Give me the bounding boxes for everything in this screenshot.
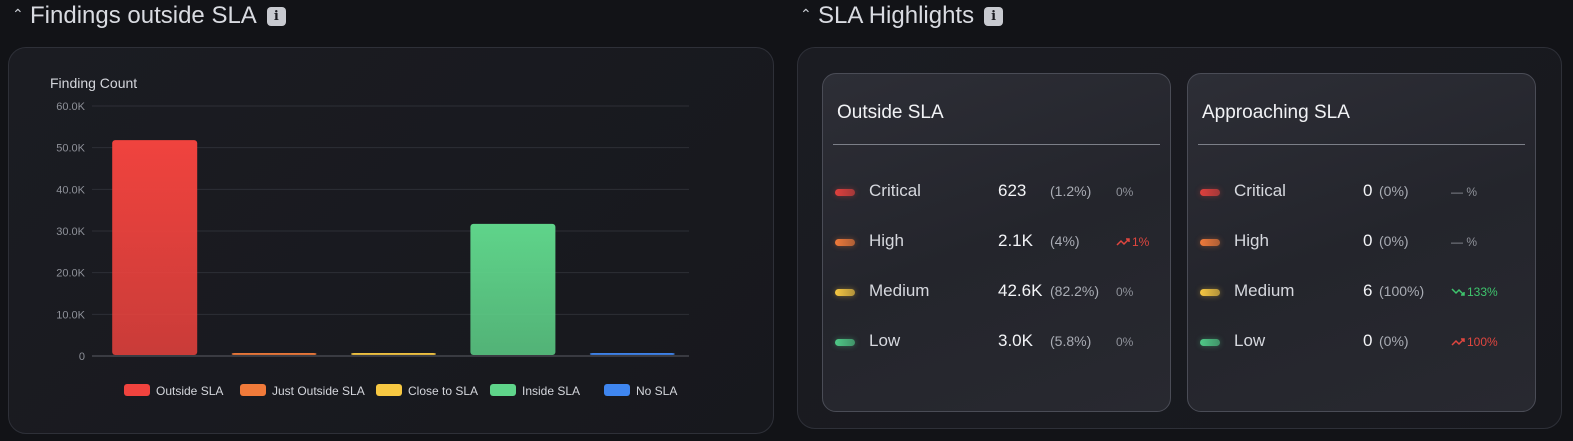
finding-percentage: (5.8%) (1050, 333, 1092, 349)
severity-row-low[interactable]: Low 3.0K (5.8%) 0% (823, 331, 1170, 355)
trend-up-icon (1116, 238, 1130, 246)
finding-count: 0 (1363, 331, 1373, 350)
severity-indicator (1200, 339, 1220, 346)
trend-value: 0% (1116, 335, 1134, 349)
severity-indicator (835, 239, 855, 246)
severity-label: High (1234, 231, 1269, 250)
legend-swatch (376, 384, 402, 396)
trend-value: — % (1451, 185, 1478, 199)
bar-just-outside-sla[interactable] (231, 353, 317, 355)
sla-highlights-panel: Outside SLA Critical 623 (1.2%) 0% High 2.1K (4… (797, 47, 1562, 429)
bar-close-to-sla[interactable] (351, 353, 436, 355)
severity-indicator (835, 289, 855, 296)
severity-row-high[interactable]: High 2.1K (4%) 1% (823, 231, 1170, 255)
y-tick-label: 50.0K (56, 143, 85, 155)
severity-label: Medium (869, 281, 930, 300)
findings-chart-panel: Finding Count 0 10.0K 20.0K 30.0K 40.0K 50.0K… (8, 47, 774, 434)
trend-indicator: 0% (1116, 335, 1133, 349)
findings-bar-chart: Finding Count 0 10.0K 20.0K 30.0K 40.0K 50.0K… (50, 75, 689, 398)
finding-count: 0 (1363, 231, 1373, 250)
finding-percentage: (4%) (1050, 233, 1080, 249)
y-tick-label: 40.0K (56, 184, 85, 196)
info-icon[interactable]: i (266, 6, 286, 26)
finding-percentage: (0%) (1379, 183, 1409, 199)
sla-card-approaching-sla: Approaching SLA Critical 0 (0%) — % High 0 (0%)… (1187, 73, 1536, 412)
trend-indicator: 0% (1116, 185, 1133, 199)
legend-label[interactable]: Inside SLA (522, 384, 580, 398)
severity-row-low[interactable]: Low 0 (0%) 100% (1188, 331, 1535, 355)
severity-label: Low (869, 331, 901, 350)
info-icon[interactable]: i (984, 6, 1004, 26)
finding-count: 3.0K (998, 331, 1033, 350)
trend-indicator: 100% (1451, 335, 1498, 349)
finding-percentage: (0%) (1379, 233, 1409, 249)
trend-down-icon (1451, 288, 1465, 296)
legend-swatch (124, 384, 150, 396)
legend-swatch (490, 384, 516, 396)
section-title: SLA Highlights (818, 2, 975, 29)
bar-outside-sla[interactable] (112, 140, 198, 355)
y-tick-label: 20.0K (56, 268, 85, 280)
severity-indicator (835, 189, 855, 196)
finding-count: 6 (1363, 281, 1373, 300)
severity-row-critical[interactable]: Critical 623 (1.2%) 0% (823, 181, 1170, 205)
severity-label: Critical (869, 181, 921, 200)
y-tick-label: 30.0K (56, 226, 85, 238)
section-title: Findings outside SLA (30, 2, 257, 29)
finding-count: 42.6K (998, 281, 1043, 300)
legend-label[interactable]: Close to SLA (408, 384, 478, 398)
severity-indicator (1200, 289, 1220, 296)
trend-value: 0% (1116, 285, 1134, 299)
severity-row-medium[interactable]: Medium 6 (100%) 133% (1188, 281, 1535, 305)
finding-count: 0 (1363, 181, 1373, 200)
severity-row-critical[interactable]: Critical 0 (0%) — % (1188, 181, 1535, 205)
card-title: Approaching SLA (1202, 102, 1350, 123)
trend-value: 0% (1116, 185, 1134, 199)
chevron-up-icon[interactable]: ⌃ (12, 5, 24, 22)
finding-percentage: (100%) (1379, 283, 1425, 299)
legend-label[interactable]: No SLA (636, 384, 677, 398)
trend-indicator: 133% (1451, 285, 1498, 299)
trend-value: 133% (1467, 285, 1498, 299)
trend-value: 100% (1467, 335, 1498, 349)
card-title: Outside SLA (837, 102, 944, 123)
severity-indicator (835, 339, 855, 346)
legend-swatch (604, 384, 630, 396)
severity-indicator (1200, 189, 1220, 196)
finding-percentage: (1.2%) (1050, 183, 1092, 199)
trend-value: 1% (1132, 235, 1150, 249)
chevron-up-icon[interactable]: ⌃ (800, 5, 812, 22)
y-axis-label: Finding Count (50, 75, 137, 91)
severity-indicator (1200, 239, 1220, 246)
sla-card-outside-sla: Outside SLA Critical 623 (1.2%) 0% High 2.1K (4… (822, 73, 1171, 412)
legend-label[interactable]: Just Outside SLA (272, 384, 365, 398)
finding-percentage: (0%) (1379, 333, 1409, 349)
bar-inside-sla[interactable] (470, 223, 556, 355)
finding-percentage: (82.2%) (1050, 283, 1100, 299)
severity-row-medium[interactable]: Medium 42.6K (82.2%) 0% (823, 281, 1170, 305)
trend-indicator: — % (1451, 235, 1477, 249)
severity-label: Medium (1234, 281, 1295, 300)
legend-label[interactable]: Outside SLA (156, 384, 223, 398)
severity-label: High (869, 231, 904, 250)
severity-label: Low (1234, 331, 1266, 350)
severity-row-high[interactable]: High 0 (0%) — % (1188, 231, 1535, 255)
finding-count: 2.1K (998, 231, 1033, 250)
sla-highlights-header[interactable]: ⌃ SLA Highlights i (800, 2, 1004, 30)
trend-indicator: 1% (1116, 235, 1149, 249)
y-tick-label: 0 (79, 351, 85, 363)
y-tick-label: 60.0K (56, 101, 85, 113)
findings-outside-sla-header[interactable]: ⌃ Findings outside SLA i (12, 2, 286, 30)
y-tick-label: 10.0K (56, 309, 85, 321)
bar-no-sla[interactable] (589, 353, 675, 355)
finding-count: 623 (998, 181, 1027, 200)
legend-swatch (240, 384, 266, 396)
severity-label: Critical (1234, 181, 1286, 200)
trend-up-icon (1451, 338, 1465, 346)
trend-indicator: 0% (1116, 285, 1133, 299)
trend-indicator: — % (1451, 185, 1477, 199)
card-divider (833, 144, 1160, 145)
trend-value: — % (1451, 235, 1478, 249)
card-divider (1198, 144, 1525, 145)
